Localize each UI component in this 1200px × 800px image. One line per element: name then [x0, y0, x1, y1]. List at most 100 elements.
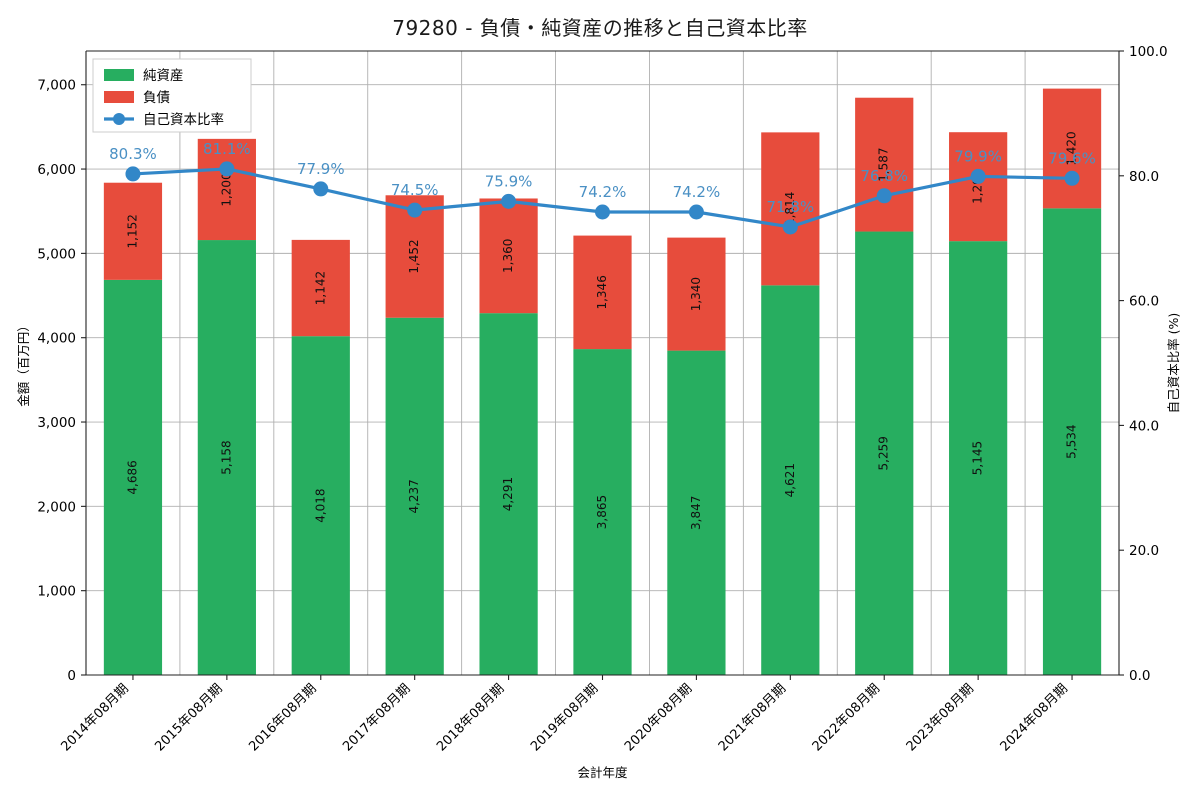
bar-segment-net-assets[interactable] [761, 285, 820, 675]
x-axis-tick-label: 2024年08月期 [998, 681, 1071, 754]
bar-value-label-net-assets: 3,847 [689, 496, 703, 530]
y-axis-tick-label: 3,000 [37, 415, 76, 431]
equity-ratio-marker[interactable] [219, 161, 235, 177]
y-axis-tick-label: 2,000 [37, 499, 76, 515]
equity-ratio-value-label: 77.9% [297, 160, 345, 178]
y2-axis-tick-label: 0.0 [1129, 668, 1150, 684]
equity-ratio-value-label: 74.5% [391, 181, 439, 199]
bar-segment-net-assets[interactable] [479, 313, 538, 675]
y-axis-tick-label: 6,000 [37, 162, 76, 178]
bar-value-label-liabilities: 1,346 [595, 275, 609, 309]
bar-value-label-liabilities: 1,142 [313, 271, 327, 305]
x-axis-tick-label: 2018年08月期 [434, 681, 507, 754]
equity-ratio-value-label: 75.9% [485, 172, 533, 190]
y-axis-tick-label: 1,000 [37, 584, 76, 600]
x-axis-title: 会計年度 [577, 765, 628, 780]
equity-ratio-value-label: 74.2% [579, 183, 627, 201]
bar-value-label-liabilities: 1,420 [1065, 131, 1079, 165]
bar-value-label-net-assets: 5,145 [971, 441, 985, 475]
bar-value-label-liabilities: 1,452 [407, 239, 421, 273]
y-axis-tick-label: 5,000 [37, 246, 76, 262]
bar-segment-liabilities[interactable] [291, 239, 350, 337]
bar-segment-liabilities[interactable] [197, 138, 256, 241]
bar-segment-liabilities[interactable] [855, 97, 914, 232]
equity-ratio-marker[interactable] [782, 219, 798, 235]
bar-segment-liabilities[interactable] [103, 182, 163, 280]
bar-value-label-net-assets: 5,158 [219, 440, 233, 474]
bar-value-label-net-assets: 5,534 [1065, 424, 1079, 458]
bar-segment-net-assets[interactable] [573, 349, 632, 675]
y2-axis-tick-label: 40.0 [1129, 418, 1159, 434]
bar-segment-liabilities[interactable] [479, 198, 538, 314]
bar-value-label-net-assets: 5,259 [877, 436, 891, 470]
y-axis-tick-label: 0 [67, 668, 76, 684]
bar-value-label-liabilities: 1,152 [125, 214, 139, 248]
bar-value-label-liabilities: 1,360 [501, 239, 515, 273]
x-axis-tick-label: 2019年08月期 [528, 681, 601, 754]
bar-value-label-net-assets: 4,621 [783, 463, 797, 497]
bar-segment-net-assets[interactable] [197, 240, 256, 676]
bar-segment-net-assets[interactable] [949, 241, 1008, 675]
legend-item-liabilities-swatch [104, 91, 134, 103]
bar-segment-liabilities[interactable] [949, 132, 1008, 242]
bar-segment-net-assets[interactable] [1042, 208, 1102, 675]
y-axis-title: 金額（百万円） [16, 319, 31, 407]
equity-ratio-value-label: 74.2% [673, 183, 721, 201]
x-axis-tick-label: 2015年08月期 [152, 681, 225, 754]
equity-ratio-marker[interactable] [1064, 170, 1080, 186]
equity-ratio-marker[interactable] [125, 166, 141, 182]
equity-ratio-marker[interactable] [595, 204, 610, 220]
bar-segment-net-assets[interactable] [103, 279, 163, 675]
equity-ratio-value-label: 71.8% [766, 198, 814, 216]
y2-axis-tick-label: 60.0 [1129, 294, 1159, 310]
legend-item-net-assets-swatch [104, 69, 134, 81]
y-axis-tick-label: 7,000 [37, 78, 76, 94]
x-axis-tick-label: 2014年08月期 [58, 681, 131, 754]
bar-segment-liabilities[interactable] [1042, 88, 1102, 209]
chart-title: 79280 - 負債・純資産の推移と自己資本比率 [392, 16, 808, 40]
legend-item-net-assets-label: 純資産 [143, 68, 184, 84]
bar-value-label-net-assets: 4,018 [313, 488, 327, 522]
y-axis-tick-label: 4,000 [37, 331, 76, 347]
equity-ratio-marker[interactable] [970, 168, 986, 184]
x-axis-tick-label: 2023年08月期 [904, 681, 977, 754]
equity-ratio-value-label: 80.3% [109, 145, 157, 163]
equity-ratio-value-label: 81.1% [203, 140, 251, 158]
equity-ratio-marker[interactable] [407, 202, 423, 218]
bar-segment-net-assets[interactable] [385, 317, 444, 675]
equity-ratio-value-label: 79.6% [1048, 149, 1096, 167]
bar-value-label-liabilities: 1,587 [877, 147, 891, 181]
bar-value-label-liabilities: 1,814 [783, 192, 797, 226]
equity-ratio-marker[interactable] [688, 204, 704, 220]
x-axis-tick-label: 2016年08月期 [246, 681, 319, 754]
equity-ratio-marker[interactable] [313, 181, 329, 197]
equity-ratio-marker[interactable] [501, 193, 517, 209]
bar-value-label-net-assets: 4,291 [501, 477, 515, 511]
equity-ratio-marker[interactable] [876, 188, 892, 204]
bar-value-label-net-assets: 4,237 [407, 479, 421, 513]
y2-axis-tick-label: 80.0 [1129, 169, 1159, 185]
bar-segment-liabilities[interactable] [573, 235, 632, 350]
y2-axis-tick-label: 100.0 [1129, 44, 1168, 60]
y2-axis-title: 自己資本比率 (%) [1166, 313, 1181, 414]
bar-segment-liabilities[interactable] [667, 237, 726, 351]
bar-segment-liabilities[interactable] [761, 132, 820, 286]
bar-value-label-net-assets: 3,865 [595, 495, 609, 529]
legend-item-equity-ratio-marker [113, 113, 125, 125]
legend-item-equity-ratio-label: 自己資本比率 [143, 111, 224, 128]
bar-value-label-net-assets: 4,686 [125, 460, 139, 494]
equity-ratio-value-label: 79.9% [954, 147, 1002, 165]
bar-segment-net-assets[interactable] [855, 231, 914, 675]
x-axis-tick-label: 2021年08月期 [716, 681, 789, 754]
bar-segment-net-assets[interactable] [291, 336, 350, 675]
bar-segment-net-assets[interactable] [667, 350, 726, 675]
x-axis-tick-label: 2022年08月期 [810, 681, 883, 754]
x-axis-tick-label: 2020年08月期 [622, 681, 695, 754]
bar-value-label-liabilities: 1,200 [219, 172, 233, 206]
legend-item-liabilities-label: 負債 [143, 90, 170, 106]
equity-ratio-value-label: 76.8% [860, 167, 908, 185]
x-axis-tick-label: 2017年08月期 [340, 681, 413, 754]
